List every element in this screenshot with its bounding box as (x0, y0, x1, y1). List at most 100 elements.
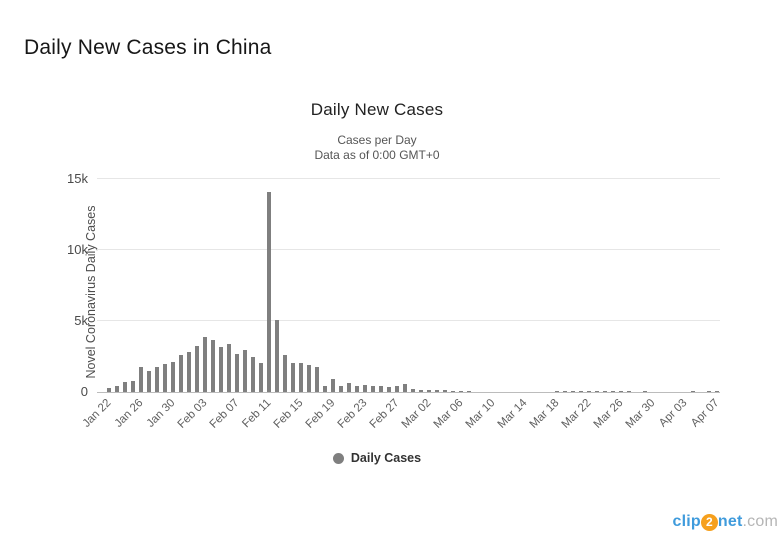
bar-feb-26[interactable] (378, 385, 383, 392)
watermark-com-text: .com (742, 513, 778, 530)
bar-jan-31[interactable] (170, 362, 175, 392)
bar-mar-06[interactable] (450, 390, 455, 392)
bar-feb-22[interactable] (346, 382, 351, 392)
bar-mar-22[interactable] (578, 391, 583, 392)
bar-mar-02[interactable] (418, 390, 423, 392)
chart-subtitle-line-1: Cases per Day (337, 133, 417, 147)
legend[interactable]: Daily Cases (34, 451, 720, 465)
bar-jan-24[interactable] (114, 385, 119, 392)
bar-feb-27[interactable] (386, 387, 391, 392)
bar-mar-27[interactable] (618, 391, 623, 392)
x-axis-label: Mar 30 (623, 397, 657, 431)
bar-feb-13[interactable] (274, 319, 279, 392)
bar-feb-07[interactable] (226, 343, 231, 392)
bar-mar-30[interactable] (642, 391, 647, 392)
legend-label: Daily Cases (350, 451, 422, 465)
bar-feb-15[interactable] (290, 363, 295, 392)
y-axis-label: 0 (80, 384, 88, 399)
bar-feb-03[interactable] (194, 346, 199, 392)
bar-feb-23[interactable] (354, 386, 359, 392)
x-axis-label: Jan 30 (144, 397, 177, 430)
bar-feb-16[interactable] (298, 362, 303, 392)
bar-jan-27[interactable] (138, 366, 143, 392)
bar-feb-01[interactable] (178, 355, 183, 392)
x-axis-label: Jan 22 (80, 397, 113, 430)
bar-feb-05[interactable] (210, 339, 215, 392)
y-axis-label: 10k (67, 242, 88, 257)
page-title: Daily New Cases in China (24, 36, 272, 59)
bar-mar-28[interactable] (626, 391, 631, 392)
bar-feb-20[interactable] (330, 379, 335, 392)
bar-feb-19[interactable] (322, 386, 327, 392)
chart-container: Daily New Cases Cases per Day Data as of… (34, 95, 721, 475)
bar-feb-11[interactable] (258, 363, 263, 392)
bar-apr-05[interactable] (690, 391, 695, 392)
bar-mar-05[interactable] (442, 389, 447, 392)
bar-jan-26[interactable] (130, 381, 135, 392)
bar-apr-08[interactable] (714, 391, 719, 392)
bar-jan-29[interactable] (154, 367, 159, 392)
bar-feb-24[interactable] (362, 384, 367, 392)
bar-feb-28[interactable] (394, 385, 399, 392)
bar-mar-23[interactable] (586, 390, 591, 392)
x-axis-label: Feb 07 (207, 397, 241, 431)
x-axis-label: Mar 14 (495, 397, 529, 431)
bar-mar-07[interactable] (458, 391, 463, 392)
x-axis-label: Feb 19 (303, 397, 337, 431)
x-axis-label: Jan 26 (112, 397, 145, 430)
bar-mar-25[interactable] (602, 391, 607, 392)
bar-feb-21[interactable] (338, 386, 343, 392)
x-axis-line (97, 392, 720, 393)
x-axis-label: Feb 11 (239, 397, 273, 431)
bar-feb-25[interactable] (370, 386, 375, 392)
bar-jan-28[interactable] (146, 371, 151, 392)
x-axis-label: Mar 10 (463, 397, 497, 431)
gridline (97, 320, 720, 321)
bar-feb-12[interactable] (266, 191, 271, 392)
bar-feb-14[interactable] (282, 354, 287, 392)
bar-mar-21[interactable] (570, 391, 575, 392)
bar-mar-03[interactable] (426, 390, 431, 392)
bar-feb-04[interactable] (202, 336, 207, 392)
y-axis-tick-labels: 0 5k 10k 15k (40, 171, 88, 399)
x-axis-label: Feb 23 (335, 397, 369, 431)
watermark-2-text: 2 (705, 515, 713, 529)
bar-jan-30[interactable] (162, 363, 167, 392)
bar-apr-07[interactable] (706, 391, 711, 392)
chart-subtitle-line-2: Data as of 0:00 GMT+0 (314, 148, 440, 162)
y-axis-label: 15k (67, 171, 88, 186)
bar-feb-18[interactable] (314, 367, 319, 392)
x-axis-label: Apr 07 (688, 397, 721, 430)
x-axis-label: Mar 18 (527, 397, 561, 431)
bar-jan-23[interactable] (106, 388, 111, 392)
x-axis-label: Mar 06 (431, 397, 465, 431)
x-axis-label: Feb 03 (175, 397, 209, 431)
bar-mar-20[interactable] (562, 391, 567, 392)
bar-mar-26[interactable] (610, 391, 615, 392)
bar-feb-09[interactable] (242, 349, 247, 392)
bar-mar-31[interactable] (650, 391, 655, 392)
bar-mar-24[interactable] (594, 391, 599, 392)
chart-subtitle: Cases per Day Data as of 0:00 GMT+0 (34, 133, 720, 163)
bar-mar-08[interactable] (466, 391, 471, 392)
x-axis-label: Mar 26 (591, 397, 625, 431)
x-axis-label: Apr 03 (656, 397, 689, 430)
bar-feb-17[interactable] (306, 365, 311, 392)
clip2net-watermark: clip 2 net .com (673, 513, 778, 531)
bar-mar-01[interactable] (410, 389, 415, 392)
bar-feb-08[interactable] (234, 354, 239, 392)
bar-jan-25[interactable] (122, 382, 127, 392)
bar-mar-04[interactable] (434, 390, 439, 392)
bar-feb-06[interactable] (218, 347, 223, 392)
watermark-net-text: net (717, 513, 743, 530)
watermark-clip-text: clip (672, 513, 701, 530)
chart-title: Daily New Cases (310, 100, 444, 119)
bar-feb-02[interactable] (186, 351, 191, 392)
x-axis-label: Mar 02 (399, 397, 433, 431)
bar-feb-10[interactable] (250, 356, 255, 392)
y-axis-label: 5k (74, 313, 88, 328)
watermark-2-icon: 2 (700, 513, 718, 531)
gridline (97, 178, 720, 179)
bar-feb-29[interactable] (402, 383, 407, 392)
bar-mar-19[interactable] (554, 391, 559, 392)
